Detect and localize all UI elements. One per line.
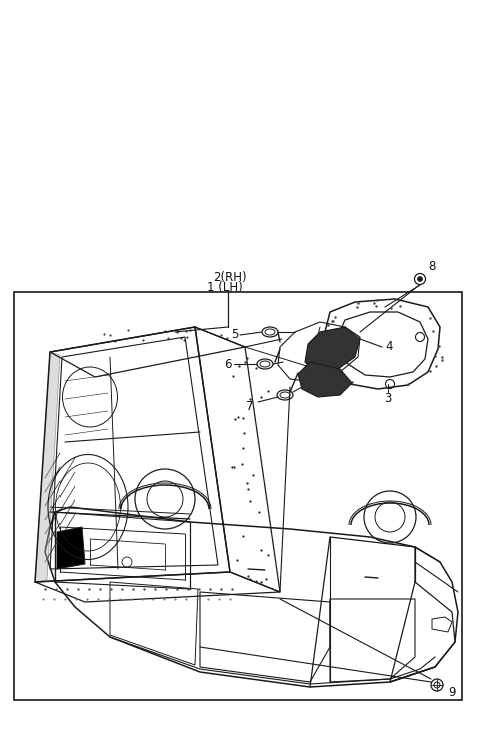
Polygon shape bbox=[57, 527, 85, 569]
Text: 9: 9 bbox=[448, 686, 456, 698]
Circle shape bbox=[418, 276, 422, 282]
Text: 1 (LH): 1 (LH) bbox=[207, 281, 243, 294]
Text: 2(RH): 2(RH) bbox=[213, 270, 247, 284]
Text: 4: 4 bbox=[385, 341, 393, 353]
Text: 7: 7 bbox=[246, 400, 254, 414]
Polygon shape bbox=[35, 352, 60, 582]
Polygon shape bbox=[298, 362, 352, 397]
Polygon shape bbox=[305, 327, 360, 372]
Text: 5: 5 bbox=[230, 329, 238, 341]
Text: 3: 3 bbox=[384, 392, 392, 406]
Text: 6: 6 bbox=[225, 358, 232, 371]
Text: 8: 8 bbox=[428, 261, 436, 273]
Bar bbox=[14, 292, 462, 700]
